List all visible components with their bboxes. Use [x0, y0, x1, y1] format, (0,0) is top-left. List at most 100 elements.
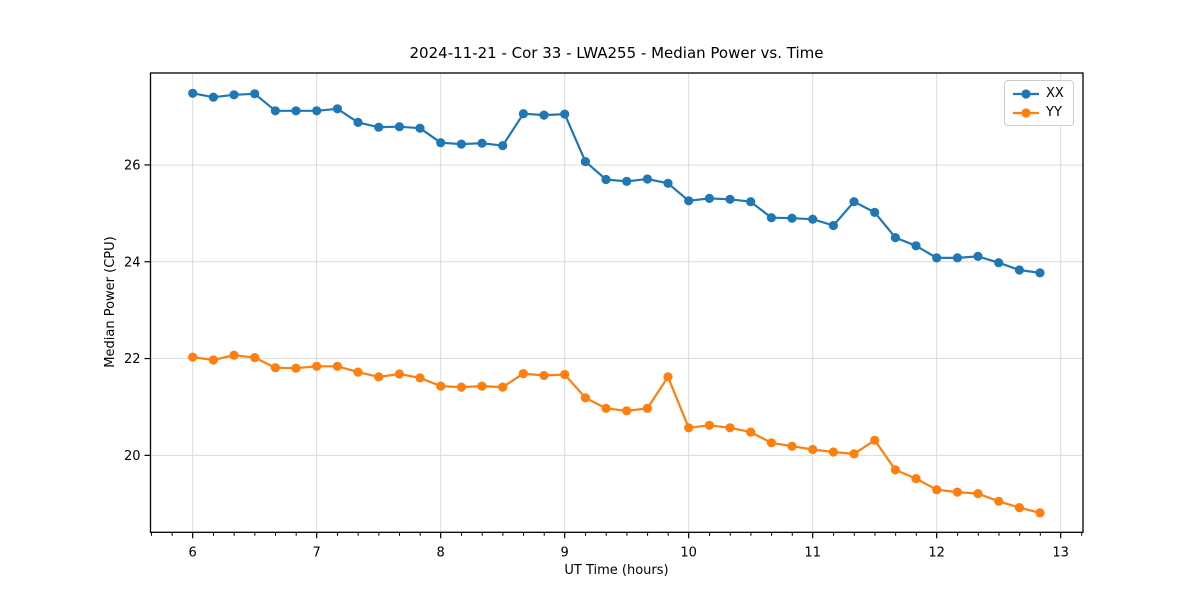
x-tick-label: 9 [561, 545, 569, 560]
series-line-yy [192, 354, 1041, 514]
data-point-xx [870, 207, 880, 217]
data-point-xx [1014, 265, 1024, 275]
y-axis-label: Median Power (CPU) [103, 236, 118, 368]
data-point-xx [456, 139, 466, 149]
data-point-yy [746, 427, 756, 437]
data-point-xx [374, 122, 384, 132]
data-point-yy [642, 403, 653, 413]
x-tick-label: 7 [313, 545, 321, 560]
legend-item-xx: XX [1012, 85, 1064, 102]
data-point-yy [560, 369, 570, 380]
data-point-xx [560, 109, 570, 119]
data-point-yy [684, 423, 694, 433]
data-point-yy [332, 361, 342, 371]
data-point-xx [477, 138, 487, 148]
data-point-xx [704, 193, 715, 203]
data-point-yy [973, 489, 983, 499]
x-tick-label: 11 [804, 545, 821, 560]
y-tick-label: 22 [124, 352, 141, 367]
data-point-xx [250, 89, 260, 99]
legend: XX YY [1004, 80, 1074, 126]
data-point-xx [911, 241, 921, 251]
data-point-xx [642, 174, 653, 184]
data-point-xx [828, 220, 839, 231]
y-tick-label: 24 [124, 255, 141, 270]
data-point-xx [229, 90, 239, 100]
data-point-xx [952, 253, 963, 263]
data-point-xx [518, 109, 529, 119]
data-point-yy [849, 449, 859, 459]
data-point-yy [250, 353, 260, 363]
data-point-xx [766, 213, 777, 223]
data-point-yy [477, 381, 487, 391]
data-point-yy [456, 382, 466, 392]
data-point-yy [808, 444, 818, 455]
x-tick-label: 10 [680, 545, 697, 560]
axes-spines [149, 72, 1084, 533]
data-point-yy [539, 370, 549, 381]
data-point-xx [808, 214, 818, 224]
data-point-xx [498, 141, 508, 151]
data-point-yy [890, 465, 901, 475]
legend-label: XX [1046, 86, 1064, 101]
y-tick-label: 26 [124, 158, 141, 173]
data-point-xx [415, 123, 425, 133]
data-point-xx [890, 233, 901, 243]
data-point-yy [229, 350, 239, 360]
data-point-yy [353, 367, 363, 377]
data-point-yy [188, 352, 198, 362]
legend-marker-xx-icon [1013, 88, 1039, 99]
data-point-yy [394, 369, 404, 379]
data-point-xx [353, 117, 363, 127]
data-point-yy [270, 363, 280, 373]
data-point-xx [663, 178, 673, 188]
data-point-yy [622, 406, 632, 416]
data-point-yy [1035, 508, 1045, 518]
data-point-xx [539, 110, 549, 120]
x-axis-label: UT Time (hours) [564, 563, 669, 578]
data-point-yy [415, 373, 425, 383]
data-point-xx [849, 197, 859, 207]
data-point-xx [684, 196, 694, 206]
data-point-xx [932, 253, 942, 263]
data-point-yy [766, 438, 777, 448]
x-tick-label: 8 [437, 545, 445, 560]
data-point-xx [601, 174, 611, 185]
data-point-yy [580, 393, 591, 403]
x-tick-label: 6 [189, 545, 197, 560]
data-point-xx [270, 106, 280, 116]
data-point-yy [994, 496, 1004, 506]
data-point-xx [787, 213, 797, 223]
data-point-yy [374, 372, 384, 382]
data-point-yy [704, 420, 715, 430]
data-point-yy [601, 403, 611, 413]
legend-marker-yy-icon [1013, 107, 1039, 118]
data-point-xx [580, 157, 591, 167]
data-point-yy [436, 381, 446, 391]
data-point-xx [208, 92, 218, 102]
data-point-yy [663, 372, 673, 382]
data-point-xx [725, 194, 735, 204]
data-point-xx [188, 88, 198, 98]
legend-item-yy: YY [1012, 104, 1064, 121]
data-point-yy [952, 487, 963, 497]
data-point-yy [870, 435, 880, 445]
data-point-yy [828, 447, 839, 457]
data-point-xx [332, 104, 342, 114]
x-tick-label: 13 [1052, 545, 1069, 560]
data-point-yy [1014, 503, 1024, 513]
data-point-xx [436, 138, 446, 148]
data-point-xx [1035, 268, 1045, 278]
data-point-yy [518, 369, 529, 379]
data-point-yy [911, 474, 921, 484]
data-point-xx [394, 122, 404, 132]
data-point-xx [622, 176, 632, 186]
data-point-yy [291, 363, 301, 373]
legend-label: YY [1046, 105, 1062, 120]
x-tick-label: 12 [928, 545, 945, 560]
data-point-yy [932, 485, 942, 495]
data-point-yy [208, 355, 218, 365]
data-point-yy [725, 423, 735, 433]
